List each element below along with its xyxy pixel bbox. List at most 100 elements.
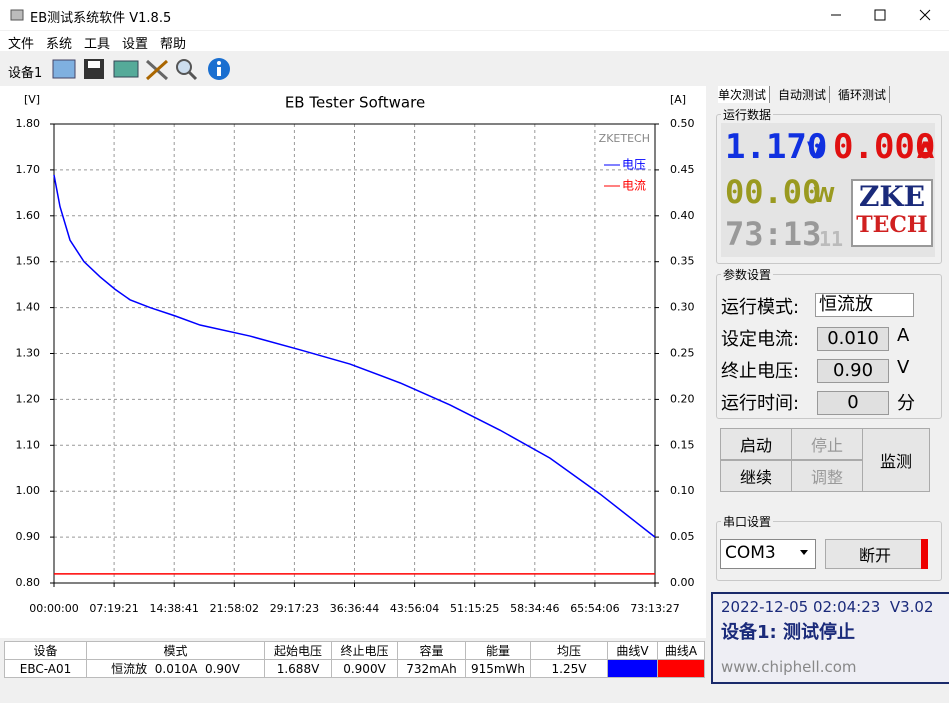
data-cell: 1.688V bbox=[264, 659, 332, 678]
y2-tick-label: 0.35 bbox=[670, 255, 695, 268]
status-line-1: 2022-12-05 02:04:23 V3.02 bbox=[721, 598, 934, 616]
voltage-display: 1.170 bbox=[725, 127, 828, 167]
app-icon bbox=[10, 9, 24, 21]
param-label: 运行模式: bbox=[721, 297, 800, 318]
group-label: 运行数据 bbox=[721, 106, 774, 123]
title-bar: EB测试系统软件 V1.8.5 bbox=[0, 0, 949, 30]
power-unit: W bbox=[813, 183, 836, 207]
param-value[interactable]: 0.90 bbox=[817, 359, 889, 383]
y2-tick-label: 0.20 bbox=[670, 392, 695, 405]
data-cell: 915mWh bbox=[465, 659, 531, 678]
control-button[interactable]: 继续 bbox=[720, 460, 792, 492]
time-seconds: 11 bbox=[819, 227, 844, 251]
header-cell: 曲线V bbox=[607, 641, 658, 660]
tab[interactable]: 循环测试 bbox=[838, 86, 891, 103]
header-cell: 起始电压 bbox=[264, 641, 332, 660]
curve-color-cell bbox=[657, 659, 705, 678]
x-tick-label: 00:00:00 bbox=[29, 602, 78, 615]
y-tick-label: 1.00 bbox=[16, 484, 41, 497]
x-tick-label: 36:36:44 bbox=[330, 602, 379, 615]
y2-tick-label: 0.50 bbox=[670, 117, 695, 130]
param-unit: A bbox=[897, 325, 910, 346]
control-button[interactable]: 调整 bbox=[791, 460, 863, 492]
chart-title: EB Tester Software bbox=[285, 94, 425, 112]
tab-strip: 单次测试 自动测试 循环测试 bbox=[714, 86, 944, 104]
window-controls[interactable] bbox=[820, 0, 949, 30]
header-cell: 终止电压 bbox=[331, 641, 398, 660]
disconnect-button[interactable]: 断开 bbox=[825, 539, 925, 569]
y2-tick-label: 0.00 bbox=[670, 576, 695, 589]
params-group: 参数设置 运行模式: 恒流放 设定电流: 0.010 A 终止电压: 0.90 V 运行时间: 0… bbox=[716, 266, 942, 419]
param-value[interactable]: 0.010 bbox=[817, 327, 889, 351]
serial-group: 串口设置 COM3 断开 bbox=[716, 513, 942, 581]
param-unit: V bbox=[897, 357, 910, 378]
control-button[interactable]: 启动 bbox=[720, 428, 792, 460]
param-unit: 分 bbox=[897, 393, 915, 414]
logo-bottom: TECH bbox=[856, 212, 928, 238]
y-tick-label: 1.80 bbox=[16, 117, 41, 130]
control-button[interactable]: 监测 bbox=[862, 428, 930, 492]
logo-top: ZKE bbox=[858, 180, 926, 213]
menu-item[interactable]: 帮助 bbox=[160, 37, 187, 52]
x-tick-label: 29:17:23 bbox=[270, 602, 319, 615]
y-axis-label: [V] bbox=[24, 93, 40, 106]
display: 1.170 V 0.000 A 00.00 W 73:13 11 ZKE TEC… bbox=[721, 123, 935, 257]
data-cell: 732mAh bbox=[397, 659, 466, 678]
control-buttons: 启动 停止 继续 调整 监测 bbox=[716, 424, 940, 496]
control-button[interactable]: 停止 bbox=[791, 428, 863, 460]
header-cell: 曲线A bbox=[657, 641, 705, 660]
voltage-unit: V bbox=[807, 139, 825, 164]
menu-item[interactable]: 工具 bbox=[84, 37, 111, 52]
y2-tick-label: 0.15 bbox=[670, 438, 695, 451]
curve-color-cell bbox=[607, 659, 658, 678]
y2-tick-label: 0.45 bbox=[670, 163, 695, 176]
y-tick-label: 1.10 bbox=[16, 438, 41, 451]
current-unit: A bbox=[917, 139, 935, 164]
legend-label: 电压 bbox=[622, 158, 646, 172]
y2-tick-label: 0.10 bbox=[670, 484, 695, 497]
menu-bar: 文件 系统 工具 设置 帮助 bbox=[0, 31, 949, 52]
chart: EB Tester Software [V] [A] ZKETECH 0.80 0… bbox=[0, 86, 706, 638]
x-tick-label: 58:34:46 bbox=[510, 602, 559, 615]
x-tick-label: 14:38:41 bbox=[149, 602, 198, 615]
y2-tick-label: 0.25 bbox=[670, 347, 695, 360]
menu-item[interactable]: 文件 bbox=[8, 37, 35, 52]
dropdown-arrow bbox=[800, 550, 808, 555]
y-tick-label: 1.30 bbox=[16, 347, 41, 360]
data-cell: EBC-A01 bbox=[4, 659, 87, 678]
chart-watermark: ZKETECH bbox=[599, 132, 650, 145]
x-tick-label: 43:56:04 bbox=[390, 602, 439, 615]
status-led bbox=[921, 539, 928, 569]
menu-item[interactable]: 系统 bbox=[46, 37, 73, 52]
tab[interactable]: 自动测试 bbox=[778, 86, 831, 103]
x-tick-label: 51:15:25 bbox=[450, 602, 499, 615]
device-tab[interactable]: 设备1 bbox=[8, 66, 43, 81]
header-cell: 均压 bbox=[530, 641, 608, 660]
y-tick-label: 1.20 bbox=[16, 392, 41, 405]
y2-tick-label: 0.40 bbox=[670, 209, 695, 222]
header-cell: 模式 bbox=[86, 641, 265, 660]
y-tick-label: 1.70 bbox=[16, 163, 41, 176]
tab[interactable]: 单次测试 bbox=[718, 86, 771, 103]
toolbar: 设备1 bbox=[0, 52, 949, 85]
data-row: EBC-A01 恒流放 0.010A 0.90V 1.688V 0.900V 732mA… bbox=[4, 659, 705, 678]
result-table: 设备 模式 起始电压 终止电压 容量 能量 均压 曲线V 曲线A EBC-A01 恒流放 0.010… bbox=[4, 641, 705, 678]
series-line bbox=[53, 174, 656, 538]
button-label: 断开 bbox=[858, 546, 891, 565]
header-cell: 容量 bbox=[397, 641, 466, 660]
param-value[interactable]: 恒流放 bbox=[815, 293, 914, 317]
param-value[interactable]: 0 bbox=[817, 391, 889, 415]
header-cell: 能量 bbox=[465, 641, 531, 660]
param-label: 运行时间: bbox=[721, 393, 800, 414]
y-tick-label: 1.40 bbox=[16, 301, 41, 314]
legend-label: 电流 bbox=[622, 179, 646, 193]
header-cell: 设备 bbox=[4, 641, 87, 660]
power-display: 00.00 bbox=[725, 173, 822, 211]
port-select[interactable]: COM3 bbox=[720, 539, 816, 569]
toolbar-icons[interactable] bbox=[50, 55, 240, 83]
y2-axis-label: [A] bbox=[670, 93, 686, 106]
y-tick-label: 0.90 bbox=[16, 530, 41, 543]
y2-tick-label: 0.30 bbox=[670, 301, 695, 314]
menu-item[interactable]: 设置 bbox=[122, 37, 149, 52]
run-data-group: 运行数据 1.170 V 0.000 A 00.00 W 73:13 11 ZK… bbox=[716, 106, 942, 264]
